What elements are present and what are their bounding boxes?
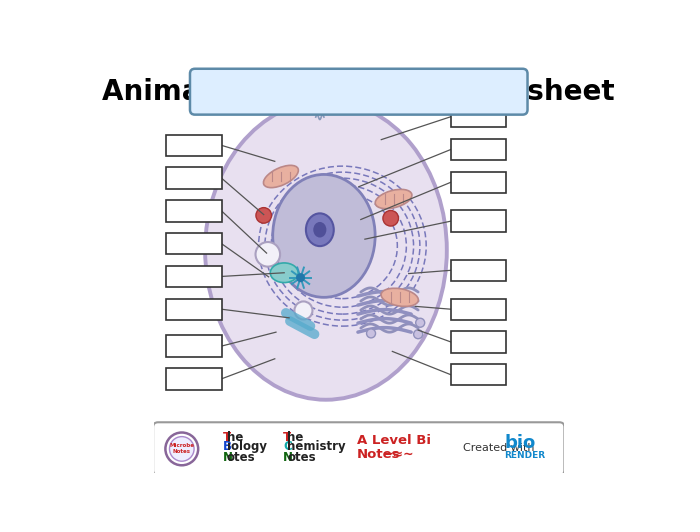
Text: T: T [283, 431, 291, 444]
Text: ~≈∼: ~≈∼ [382, 448, 414, 461]
Bar [451, 298, 506, 320]
Text: C: C [283, 440, 292, 453]
Text: iology: iology [227, 440, 267, 453]
Text: Notes: Notes [173, 449, 191, 454]
Bar [451, 172, 506, 193]
Circle shape [295, 302, 312, 319]
Bar [166, 368, 221, 389]
Text: he: he [227, 431, 243, 444]
Bar [451, 211, 506, 232]
Bar [166, 168, 221, 189]
Ellipse shape [375, 189, 412, 209]
Text: otes: otes [227, 451, 256, 463]
Circle shape [169, 437, 194, 461]
Text: bio: bio [505, 434, 536, 452]
Text: Created with: Created with [463, 443, 535, 453]
Circle shape [367, 329, 375, 338]
Text: otes: otes [287, 451, 316, 463]
Ellipse shape [263, 165, 298, 188]
Ellipse shape [314, 222, 326, 237]
FancyBboxPatch shape [153, 422, 564, 475]
Text: he: he [287, 431, 303, 444]
Bar [451, 364, 506, 385]
FancyBboxPatch shape [190, 69, 528, 114]
Circle shape [414, 330, 423, 339]
Circle shape [383, 211, 398, 226]
Ellipse shape [270, 263, 298, 282]
Text: A Level Bi: A Level Bi [357, 434, 430, 447]
Circle shape [256, 242, 280, 267]
Bar [451, 260, 506, 281]
Text: B: B [223, 440, 232, 453]
Bar [166, 336, 221, 357]
Bar [451, 139, 506, 160]
Circle shape [296, 273, 305, 282]
Ellipse shape [205, 101, 447, 400]
Text: N: N [283, 451, 293, 463]
Text: Animal Cell Structure Worksheet: Animal Cell Structure Worksheet [102, 78, 615, 106]
Circle shape [256, 207, 272, 223]
Circle shape [416, 318, 425, 327]
Circle shape [165, 433, 198, 466]
Text: RENDER: RENDER [505, 451, 546, 460]
Bar [166, 200, 221, 221]
Bar [166, 298, 221, 320]
Bar [166, 135, 221, 156]
Text: Microbe: Microbe [169, 443, 195, 448]
Ellipse shape [306, 213, 334, 246]
Text: Notes: Notes [356, 448, 400, 461]
Ellipse shape [381, 288, 419, 306]
Bar [451, 331, 506, 353]
Ellipse shape [273, 174, 375, 297]
Text: hemistry: hemistry [287, 440, 346, 453]
Bar [166, 233, 221, 254]
Bar [451, 106, 506, 127]
Bar [166, 266, 221, 287]
Text: N: N [223, 451, 232, 463]
Text: T: T [223, 431, 231, 444]
